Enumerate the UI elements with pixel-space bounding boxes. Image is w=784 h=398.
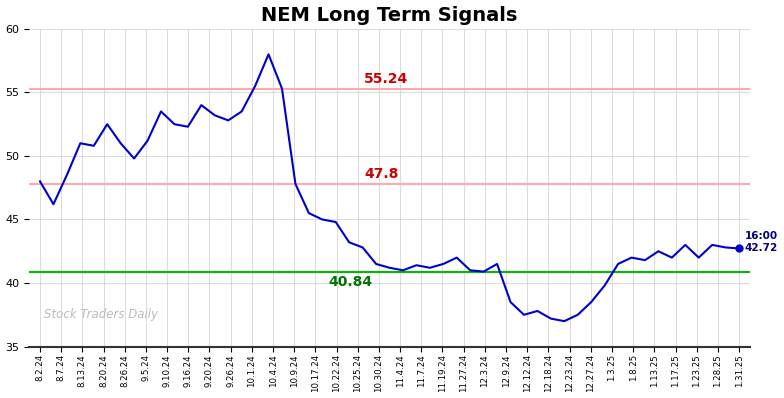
Text: 47.8: 47.8 (365, 167, 399, 181)
Text: 40.84: 40.84 (328, 275, 372, 289)
Title: NEM Long Term Signals: NEM Long Term Signals (261, 6, 517, 25)
Text: 55.24: 55.24 (365, 72, 408, 86)
Text: Stock Traders Daily: Stock Traders Daily (44, 308, 158, 321)
Text: 16:00
42.72: 16:00 42.72 (744, 231, 778, 253)
